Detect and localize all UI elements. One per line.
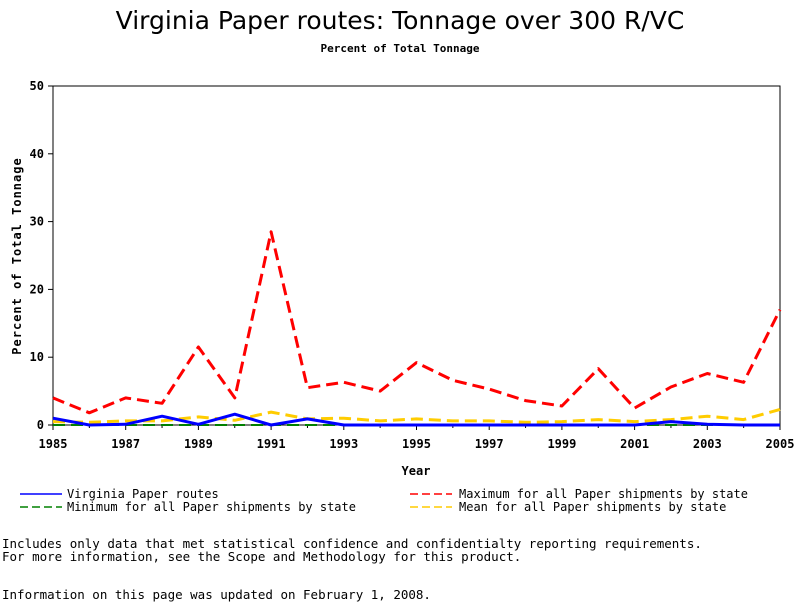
x-tick-label: 1993 <box>329 437 358 451</box>
footnote-line-1: Includes only data that met statistical … <box>2 536 702 551</box>
update-note: Information on this page was updated on … <box>2 587 431 602</box>
legend-label-3: Mean for all Paper shipments by state <box>459 500 726 514</box>
y-tick-label: 50 <box>30 79 44 93</box>
x-tick-label: 1987 <box>111 437 140 451</box>
x-axis: 1985 1987 1989 1991 1993 1995 1997 1999 2001 2003… <box>39 425 795 451</box>
plot-frame <box>52 85 781 426</box>
x-tick-label: 2005 <box>766 437 795 451</box>
x-tick-label: 1995 <box>402 437 431 451</box>
y-axis-label: Percent of Total Tonnage <box>10 157 24 354</box>
legend: Virginia Paper routes Maximum for all Pap… <box>20 487 748 514</box>
y-tick-label: 30 <box>30 215 44 229</box>
series-group <box>52 230 782 427</box>
x-tick-label: 2001 <box>620 437 649 451</box>
legend-label-0: Virginia Paper routes <box>67 487 219 501</box>
series-line-0 <box>52 412 780 427</box>
legend-label-2: Minimum for all Paper shipments by state <box>67 500 356 514</box>
x-axis-label: Year <box>402 464 431 478</box>
y-tick-label: 10 <box>30 350 44 364</box>
y-tick-label: 20 <box>30 282 44 296</box>
chart-title: Virginia Paper routes: Tonnage over 300 … <box>115 6 685 35</box>
x-tick-label: 2003 <box>693 437 722 451</box>
chart-subtitle: Percent of Total Tonnage <box>320 42 480 55</box>
x-tick-label: 1989 <box>184 437 213 451</box>
legend-label-1: Maximum for all Paper shipments by state <box>459 487 748 501</box>
series-line-1 <box>52 230 782 415</box>
y-tick-label: 40 <box>30 147 44 161</box>
series-line-3 <box>52 407 781 424</box>
y-axis: 0 10 20 30 40 50 <box>30 79 53 432</box>
x-tick-label: 1997 <box>475 437 504 451</box>
y-tick-label: 0 <box>37 418 44 432</box>
x-tick-label: 1985 <box>39 437 68 451</box>
x-tick-label: 1999 <box>547 437 576 451</box>
x-tick-label: 1991 <box>257 437 286 451</box>
footnote-line-2: For more information, see the Scope and … <box>2 549 522 564</box>
